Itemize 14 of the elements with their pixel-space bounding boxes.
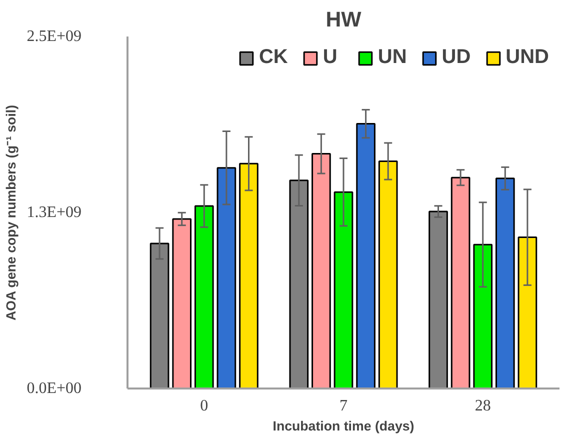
x-tick-label: 7 — [340, 398, 348, 414]
x-tick-label: 0 — [200, 398, 208, 414]
legend-label: UN — [378, 46, 407, 69]
legend-label: CK — [258, 46, 288, 69]
y-tick-label: 0.0E+00 — [26, 380, 82, 397]
chart-title: HW — [326, 8, 362, 32]
x-tick-label: 28 — [474, 398, 491, 414]
x-axis-title: Incubation time (days) — [272, 418, 414, 434]
legend-label: UD — [442, 46, 471, 69]
legend-label: U — [322, 46, 338, 69]
legend-label: UND — [506, 46, 549, 69]
y-tick-label: 1.3E+09 — [26, 204, 82, 221]
y-axis-title: AOA gene copy numbers (g⁻¹ soil) — [4, 104, 19, 321]
y-tick-label: 2.5E+09 — [26, 28, 82, 45]
